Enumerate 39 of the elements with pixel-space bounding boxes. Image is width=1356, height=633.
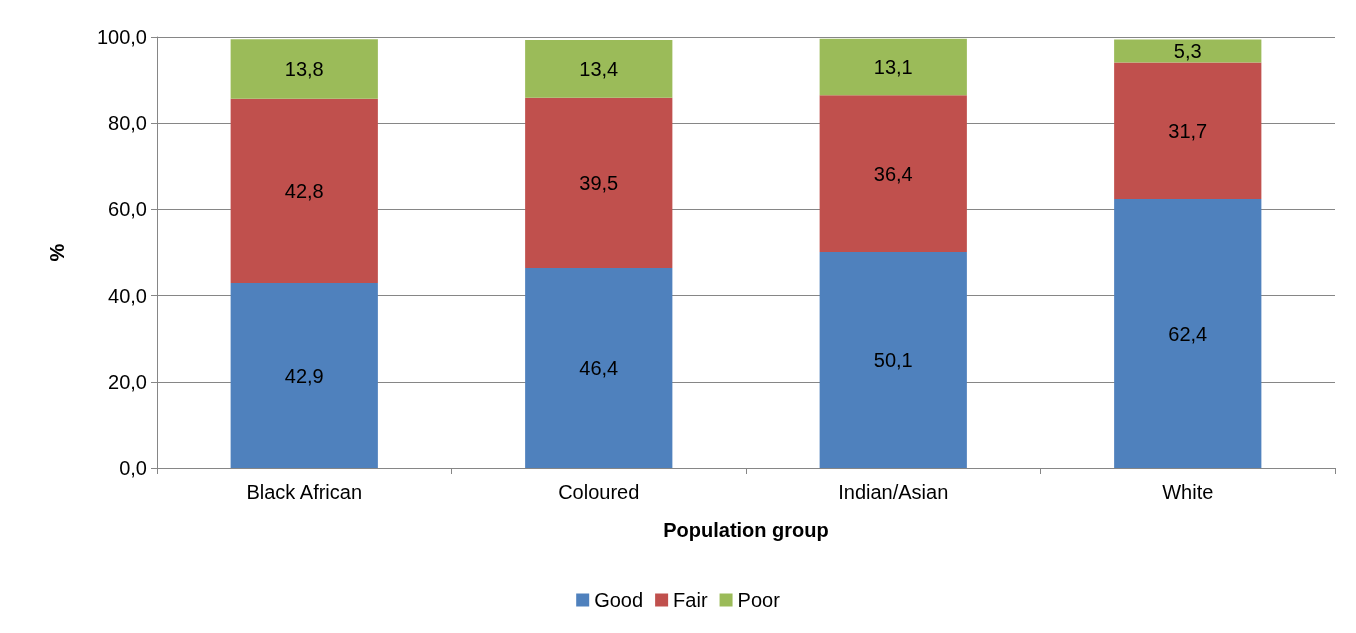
data-label: 31,7 [1168, 119, 1208, 142]
bar [525, 268, 673, 468]
bar [819, 38, 967, 96]
y-axis-title: % [46, 243, 68, 262]
bar [1114, 62, 1262, 200]
data-label: 42,9 [284, 364, 324, 387]
bar [230, 98, 378, 284]
data-label: 13,4 [579, 57, 619, 80]
x-axis-title: Population group [663, 519, 829, 541]
y-tick-label: 40,0 [108, 284, 147, 307]
legend-label: Fair [673, 589, 708, 611]
y-tick-label: 0,0 [119, 457, 147, 479]
y-tick-label: 100,0 [96, 26, 147, 48]
x-tick-label: Black African [246, 481, 363, 503]
x-tick-label: White [1162, 481, 1214, 503]
data-label: 50,1 [873, 349, 913, 372]
bar [819, 252, 967, 468]
legend-label: Poor [737, 589, 781, 611]
bar [1114, 199, 1262, 468]
data-label: 46,4 [579, 357, 619, 380]
bar [525, 40, 673, 98]
bar [525, 97, 673, 269]
bar [230, 283, 378, 468]
y-tick-label: 60,0 [108, 198, 147, 221]
bar [819, 95, 967, 253]
bar [1114, 39, 1262, 63]
x-tick-label: Indian/Asian [838, 481, 949, 503]
data-label: 42,8 [284, 179, 324, 202]
legend-label: Good [594, 589, 644, 611]
x-tick-label: Coloured [558, 481, 640, 503]
y-tick-label: 80,0 [108, 112, 147, 135]
data-label: 36,4 [873, 162, 913, 185]
bar [230, 39, 378, 99]
data-label: 13,8 [284, 57, 324, 80]
y-tick-label: 20,0 [108, 370, 147, 393]
data-label: 62,4 [1168, 322, 1208, 345]
data-label: 13,1 [873, 55, 913, 78]
data-label: 39,5 [579, 171, 619, 194]
data-label: 5,3 [1173, 40, 1202, 63]
